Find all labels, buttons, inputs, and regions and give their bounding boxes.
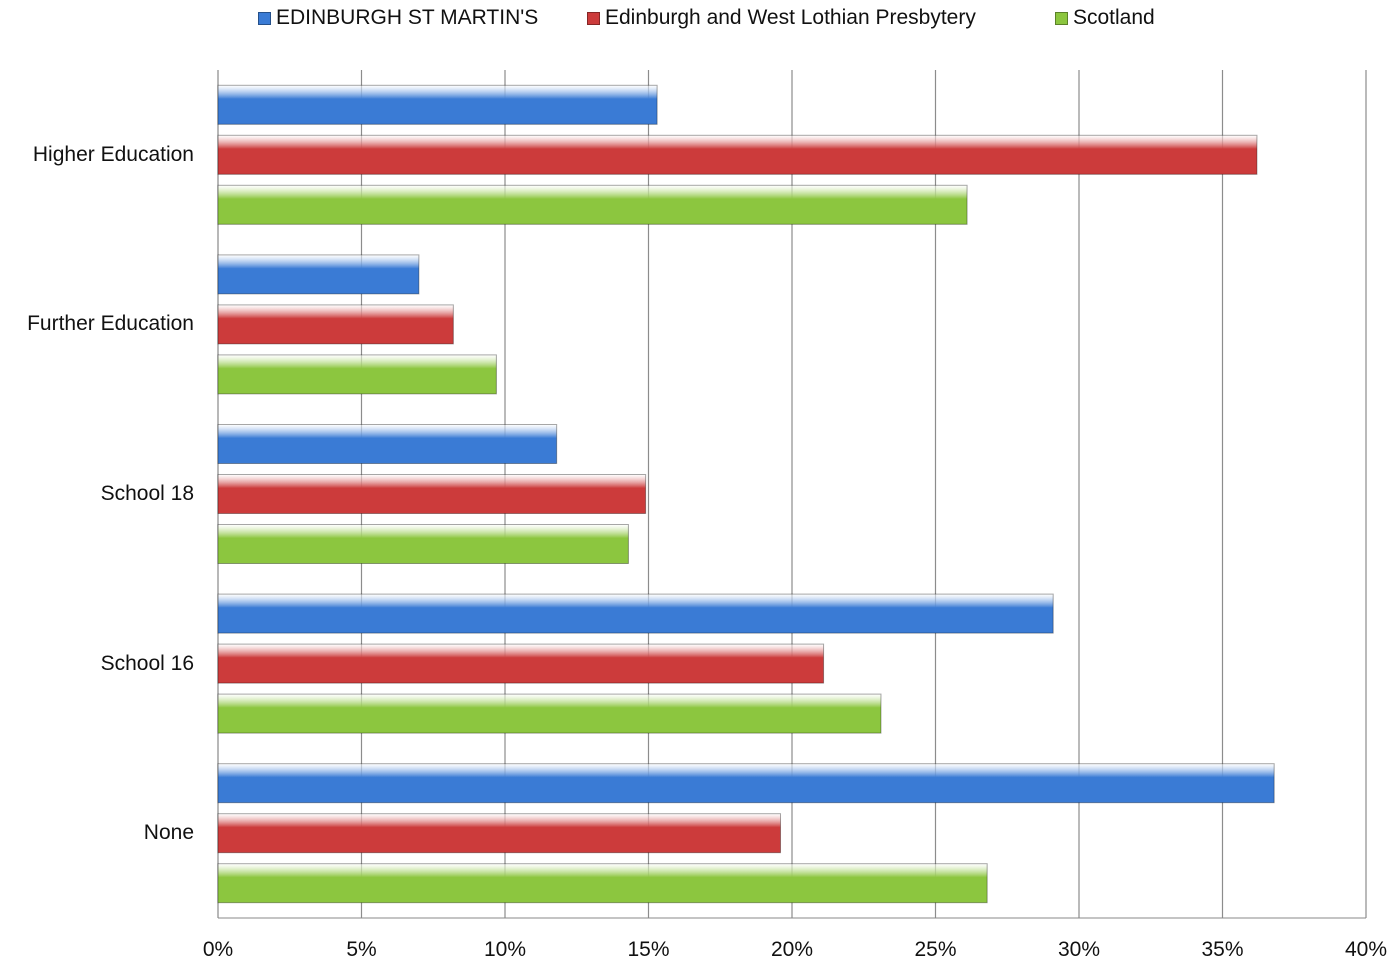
legend: EDINBURGH ST MARTIN'S Edinburgh and West… xyxy=(0,6,1391,34)
bar xyxy=(217,134,1258,175)
bar xyxy=(217,643,825,684)
x-tick-label: 35% xyxy=(1201,938,1244,961)
category-label: Further Education xyxy=(27,312,194,336)
category-label: None xyxy=(143,821,194,845)
x-tick-label: 0% xyxy=(202,938,234,961)
bar xyxy=(217,593,1054,634)
legend-swatch-series-3 xyxy=(1055,11,1068,25)
bar xyxy=(217,304,454,345)
category-label: School 16 xyxy=(100,651,194,675)
legend-item-series-3: Scotland xyxy=(1055,6,1155,30)
bar xyxy=(217,424,558,464)
legend-item-series-2: Edinburgh and West Lothian Presbytery xyxy=(587,6,976,30)
legend-swatch-series-1 xyxy=(258,11,271,25)
bar xyxy=(217,84,658,125)
legend-label-series-2: Edinburgh and West Lothian Presbytery xyxy=(605,6,976,29)
bar xyxy=(217,354,497,395)
category-label: Higher Education xyxy=(32,142,194,166)
category-label: School 18 xyxy=(100,482,194,505)
legend-item-series-1: EDINBURGH ST MARTIN'S xyxy=(258,6,538,30)
legend-swatch-series-2 xyxy=(587,11,600,25)
bar xyxy=(217,254,420,295)
bar xyxy=(217,763,1275,804)
x-tick-label: 10% xyxy=(483,938,527,961)
legend-label-series-3: Scotland xyxy=(1073,6,1155,29)
x-tick-label: 25% xyxy=(914,938,957,961)
bar xyxy=(217,693,882,734)
bar xyxy=(217,813,782,854)
x-tick-label: 40% xyxy=(1344,938,1388,961)
x-tick-label: 5% xyxy=(346,938,377,961)
bar xyxy=(217,474,647,514)
bar xyxy=(217,863,988,904)
legend-label-series-1: EDINBURGH ST MARTIN'S xyxy=(276,6,539,29)
bar xyxy=(217,524,629,564)
x-tick-label: 20% xyxy=(770,938,814,961)
x-tick-label: 30% xyxy=(1057,938,1101,961)
bar xyxy=(217,184,968,225)
x-tick-label: 15% xyxy=(627,938,670,961)
